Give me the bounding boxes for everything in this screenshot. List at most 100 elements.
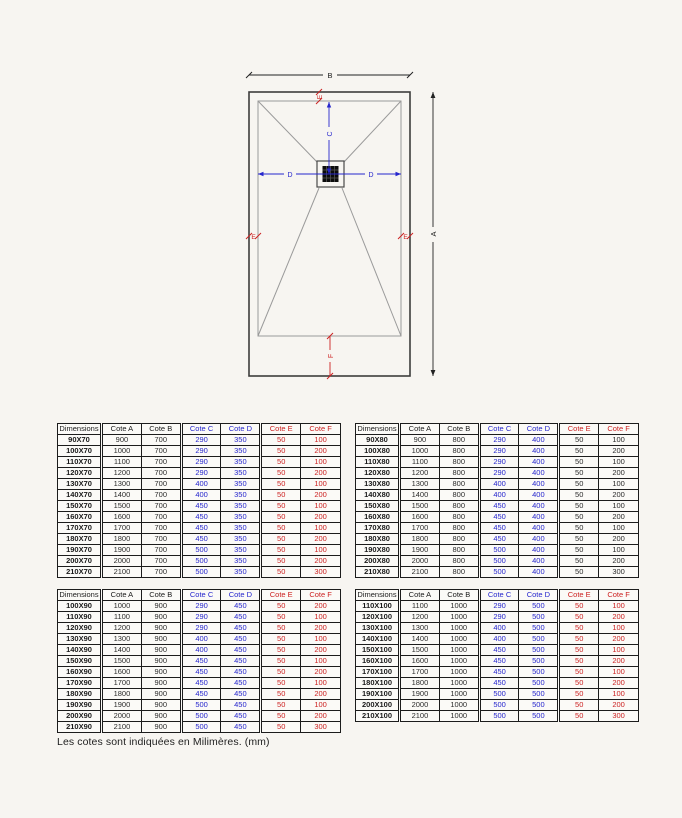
value-cell: 1100 [398,456,440,468]
dimension-cell: 170X70 [57,522,102,534]
value-cell: 50 [259,511,302,523]
value-cell: 500 [518,600,560,612]
dim-d-label-right: D [368,172,373,179]
value-cell: 2000 [398,699,440,711]
value-cell: 450 [179,511,222,523]
value-cell: 300 [300,721,341,733]
dim-e-right: E [397,232,414,241]
value-cell: 1300 [100,633,142,645]
value-cell: 2100 [100,721,142,733]
value-cell: 400 [518,555,560,567]
dimensions-table-100: Dimensions Cote A Cote B Cote C Cote D Cote E… [355,589,639,722]
header-cote-f: Cote F [598,589,639,601]
dim-e-top-label: E [317,94,324,99]
value-cell: 1600 [398,655,440,667]
value-cell: 450 [477,522,520,534]
dim-d: D D [258,169,401,179]
value-cell: 500 [518,688,560,700]
table-row: 140X100 1400 1000 400 500 50 200 [355,633,639,645]
value-cell: 50 [557,611,600,623]
value-cell: 1200 [100,622,142,634]
slope-lines [257,100,402,337]
value-cell: 1000 [438,688,480,700]
value-cell: 450 [477,644,520,656]
header-cote-a: Cote A [398,589,440,601]
value-cell: 50 [259,622,302,634]
value-cell: 500 [518,644,560,656]
value-cell: 50 [557,533,600,545]
value-cell: 200 [598,699,639,711]
value-cell: 290 [179,600,222,612]
value-cell: 500 [179,721,222,733]
dimension-cell: 190X80 [355,544,400,556]
table-row: 200X90 2000 900 500 450 50 200 [57,710,341,722]
table-row: 210X100 2100 1000 500 500 50 300 [355,710,639,722]
value-cell: 200 [300,511,341,523]
value-cell: 50 [259,688,302,700]
header-dimensions: Dimensions [355,423,400,435]
value-cell: 50 [557,445,600,457]
value-cell: 200 [598,633,639,645]
value-cell: 700 [140,467,182,479]
value-cell: 700 [140,533,182,545]
dimension-cell: 200X80 [355,555,400,567]
value-cell: 290 [179,445,222,457]
value-cell: 400 [477,489,520,501]
dimension-cell: 180X70 [57,533,102,545]
value-cell: 2100 [100,566,142,578]
value-cell: 1500 [100,500,142,512]
dim-a-label: A [429,231,438,236]
dimension-cell: 180X100 [355,677,400,689]
value-cell: 900 [140,611,182,623]
value-cell: 450 [220,721,262,733]
value-cell: 2000 [398,555,440,567]
value-cell: 100 [300,522,341,534]
dimension-cell: 120X80 [355,467,400,479]
dim-e-right-label: E [403,234,408,241]
value-cell: 700 [140,478,182,490]
value-cell: 1800 [100,533,142,545]
table-row: 150X80 1500 800 450 400 50 100 [355,500,639,512]
value-cell: 1700 [100,677,142,689]
value-cell: 900 [140,710,182,722]
value-cell: 50 [557,633,600,645]
value-cell: 500 [179,699,222,711]
value-cell: 100 [300,655,341,667]
dimensions-table-90: Dimensions Cote A Cote B Cote C Cote D Cote E… [57,589,341,733]
value-cell: 900 [100,434,142,446]
value-cell: 400 [518,434,560,446]
dimension-cell: 110X100 [355,600,400,612]
value-cell: 50 [259,655,302,667]
value-cell: 100 [300,699,341,711]
table-row: 170X70 1700 700 450 350 50 100 [57,522,341,534]
value-cell: 400 [179,633,222,645]
dimension-cell: 150X70 [57,500,102,512]
value-cell: 50 [557,489,600,501]
value-cell: 1900 [398,688,440,700]
value-cell: 290 [179,622,222,634]
dimension-cell: 130X70 [57,478,102,490]
value-cell: 1600 [100,511,142,523]
value-cell: 450 [220,677,262,689]
value-cell: 200 [598,655,639,667]
value-cell: 1200 [100,467,142,479]
value-cell: 400 [518,445,560,457]
table-row: 100X90 1000 900 290 450 50 200 [57,600,341,612]
value-cell: 200 [598,489,639,501]
value-cell: 500 [518,699,560,711]
value-cell: 2100 [398,566,440,578]
value-cell: 300 [300,566,341,578]
value-cell: 350 [220,445,262,457]
value-cell: 450 [220,666,262,678]
dimension-cell: 120X90 [57,622,102,634]
table-row: 130X70 1300 700 400 350 50 100 [57,478,341,490]
value-cell: 50 [259,445,302,457]
value-cell: 800 [438,566,480,578]
value-cell: 50 [557,511,600,523]
value-cell: 400 [179,489,222,501]
value-cell: 450 [220,644,262,656]
value-cell: 1500 [100,655,142,667]
value-cell: 700 [140,434,182,446]
value-cell: 900 [140,677,182,689]
value-cell: 500 [179,710,222,722]
